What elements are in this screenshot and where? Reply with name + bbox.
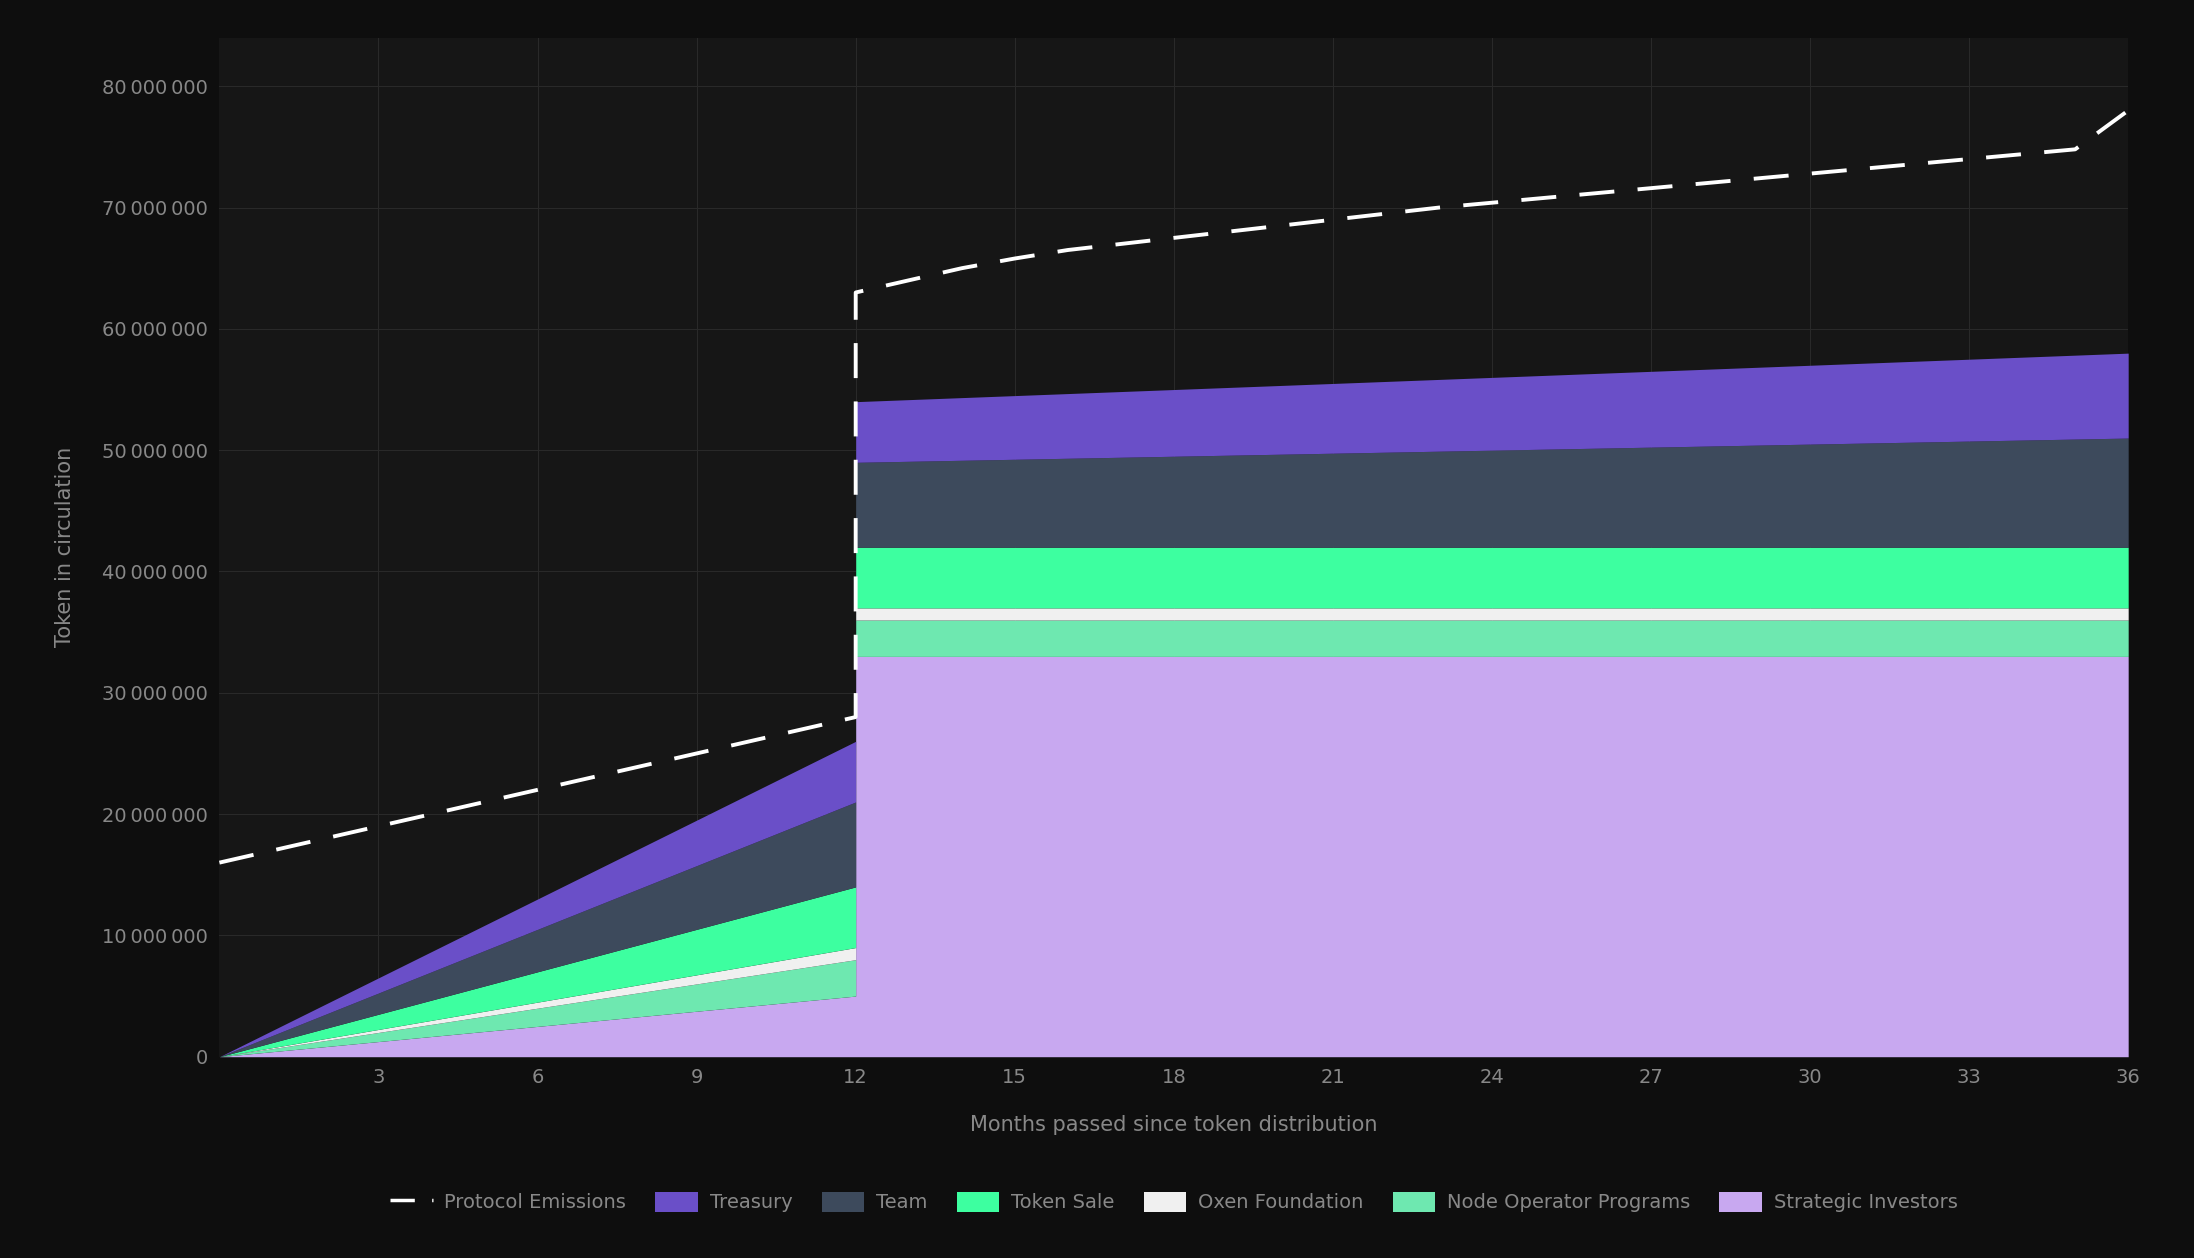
Y-axis label: Token in circulation: Token in circulation bbox=[55, 447, 75, 648]
Legend: Protocol Emissions, Treasury, Team, Token Sale, Oxen Foundation, Node Operator P: Protocol Emissions, Treasury, Team, Toke… bbox=[382, 1184, 1966, 1220]
X-axis label: Months passed since token distribution: Months passed since token distribution bbox=[970, 1115, 1378, 1135]
